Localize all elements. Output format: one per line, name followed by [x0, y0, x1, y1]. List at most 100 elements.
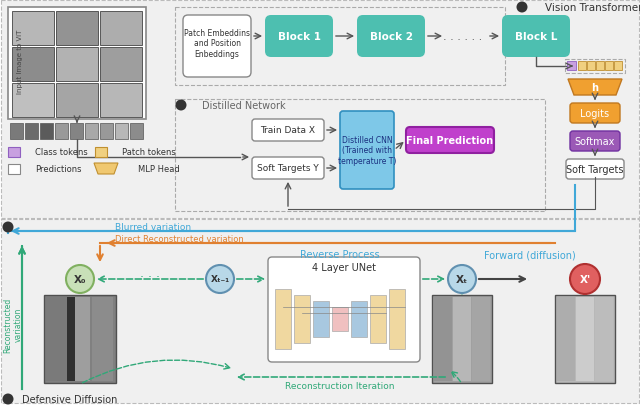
Text: Direct Reconstructed variation: Direct Reconstructed variation	[115, 235, 244, 244]
Bar	[294, 295, 310, 343]
Bar	[56, 84, 98, 118]
Bar	[130, 124, 143, 140]
FancyBboxPatch shape	[566, 160, 624, 179]
Text: Patch Embeddins
and Position
Enbeddings: Patch Embeddins and Position Enbeddings	[184, 29, 250, 59]
Text: 4: 4	[4, 222, 12, 232]
Text: Input Image to ViT: Input Image to ViT	[17, 30, 23, 94]
Circle shape	[3, 394, 13, 405]
Text: Soft Targets: Soft Targets	[566, 164, 624, 175]
Bar	[100, 48, 142, 82]
Bar	[85, 124, 98, 140]
Bar	[605, 62, 613, 71]
Text: Block L: Block L	[515, 32, 557, 42]
FancyBboxPatch shape	[268, 257, 420, 362]
FancyBboxPatch shape	[340, 112, 394, 190]
Text: h: h	[591, 83, 598, 93]
Polygon shape	[94, 164, 118, 175]
Text: Distilled Network: Distilled Network	[202, 101, 285, 111]
Bar	[100, 12, 142, 46]
FancyBboxPatch shape	[265, 16, 333, 58]
Text: Reconstructed
variation: Reconstructed variation	[3, 296, 22, 352]
FancyBboxPatch shape	[570, 132, 620, 151]
Text: Class tokens: Class tokens	[35, 148, 88, 157]
Bar	[1, 1, 639, 218]
Text: X₀: X₀	[74, 274, 86, 284]
Text: Blurred variation: Blurred variation	[115, 223, 191, 232]
Text: Soft Targets Y: Soft Targets Y	[257, 164, 319, 173]
Text: . . .: . . .	[140, 267, 160, 280]
Bar	[25, 124, 38, 140]
Bar	[44, 295, 116, 383]
Text: 3: 3	[178, 101, 184, 111]
Text: Patch tokens: Patch tokens	[122, 148, 176, 157]
Circle shape	[448, 265, 476, 293]
Bar	[351, 301, 367, 337]
Bar	[332, 307, 348, 331]
Circle shape	[206, 265, 234, 293]
Text: Predictions: Predictions	[35, 165, 81, 174]
Bar	[46, 297, 67, 381]
Text: Reconstruction Iteration: Reconstruction Iteration	[285, 381, 395, 390]
Bar	[10, 124, 23, 140]
Text: Block 2: Block 2	[369, 32, 413, 42]
Bar	[12, 48, 54, 82]
Text: Distilled CNN
(Trained with
temperature T): Distilled CNN (Trained with temperature …	[338, 136, 396, 166]
Bar	[614, 62, 622, 71]
Circle shape	[66, 265, 94, 293]
Bar	[100, 124, 113, 140]
Bar	[70, 124, 83, 140]
Bar	[175, 100, 545, 211]
Text: Forward (diffusion): Forward (diffusion)	[484, 249, 576, 259]
Text: Train Data X: Train Data X	[260, 126, 316, 135]
Bar	[595, 297, 613, 381]
Text: MLP Head: MLP Head	[138, 165, 180, 174]
Bar	[389, 289, 405, 349]
Bar	[576, 297, 594, 381]
Bar	[56, 48, 98, 82]
Text: X': X'	[579, 274, 591, 284]
Bar	[115, 124, 128, 140]
Circle shape	[516, 2, 527, 13]
Bar	[56, 12, 98, 46]
Text: Defensive Diffusion: Defensive Diffusion	[22, 394, 117, 404]
Bar	[578, 62, 586, 71]
Bar	[453, 297, 471, 381]
FancyBboxPatch shape	[252, 158, 324, 179]
FancyBboxPatch shape	[357, 16, 425, 58]
Text: 4 Layer UNet: 4 Layer UNet	[312, 262, 376, 272]
Text: Xₜ₋₁: Xₜ₋₁	[211, 275, 230, 284]
Bar	[1, 220, 639, 403]
Text: Softmax: Softmax	[575, 136, 615, 147]
Text: Vision Transformer: Vision Transformer	[545, 3, 640, 13]
FancyBboxPatch shape	[570, 104, 620, 124]
Bar	[596, 62, 604, 71]
FancyBboxPatch shape	[183, 16, 251, 78]
Bar	[313, 301, 329, 337]
Bar	[8, 8, 146, 120]
Bar	[12, 12, 54, 46]
Bar	[557, 297, 575, 381]
FancyBboxPatch shape	[406, 128, 494, 153]
Bar	[8, 164, 20, 175]
Bar	[8, 148, 20, 158]
Text: 2: 2	[518, 3, 525, 13]
Bar	[67, 297, 75, 381]
Bar	[434, 297, 452, 381]
Bar	[432, 295, 492, 383]
Bar	[95, 148, 107, 158]
Bar	[370, 295, 386, 343]
Bar	[555, 295, 615, 383]
Bar	[275, 289, 291, 349]
FancyBboxPatch shape	[252, 120, 324, 142]
Bar	[565, 60, 625, 74]
Text: Xₜ: Xₜ	[456, 274, 468, 284]
Text: . . . . . .: . . . . . .	[444, 32, 483, 42]
Bar	[587, 62, 595, 71]
Bar	[69, 297, 90, 381]
Bar	[175, 8, 505, 86]
Text: Logits: Logits	[580, 109, 609, 119]
Polygon shape	[568, 80, 622, 96]
Bar	[567, 62, 576, 71]
FancyBboxPatch shape	[502, 16, 570, 58]
Circle shape	[3, 222, 13, 233]
